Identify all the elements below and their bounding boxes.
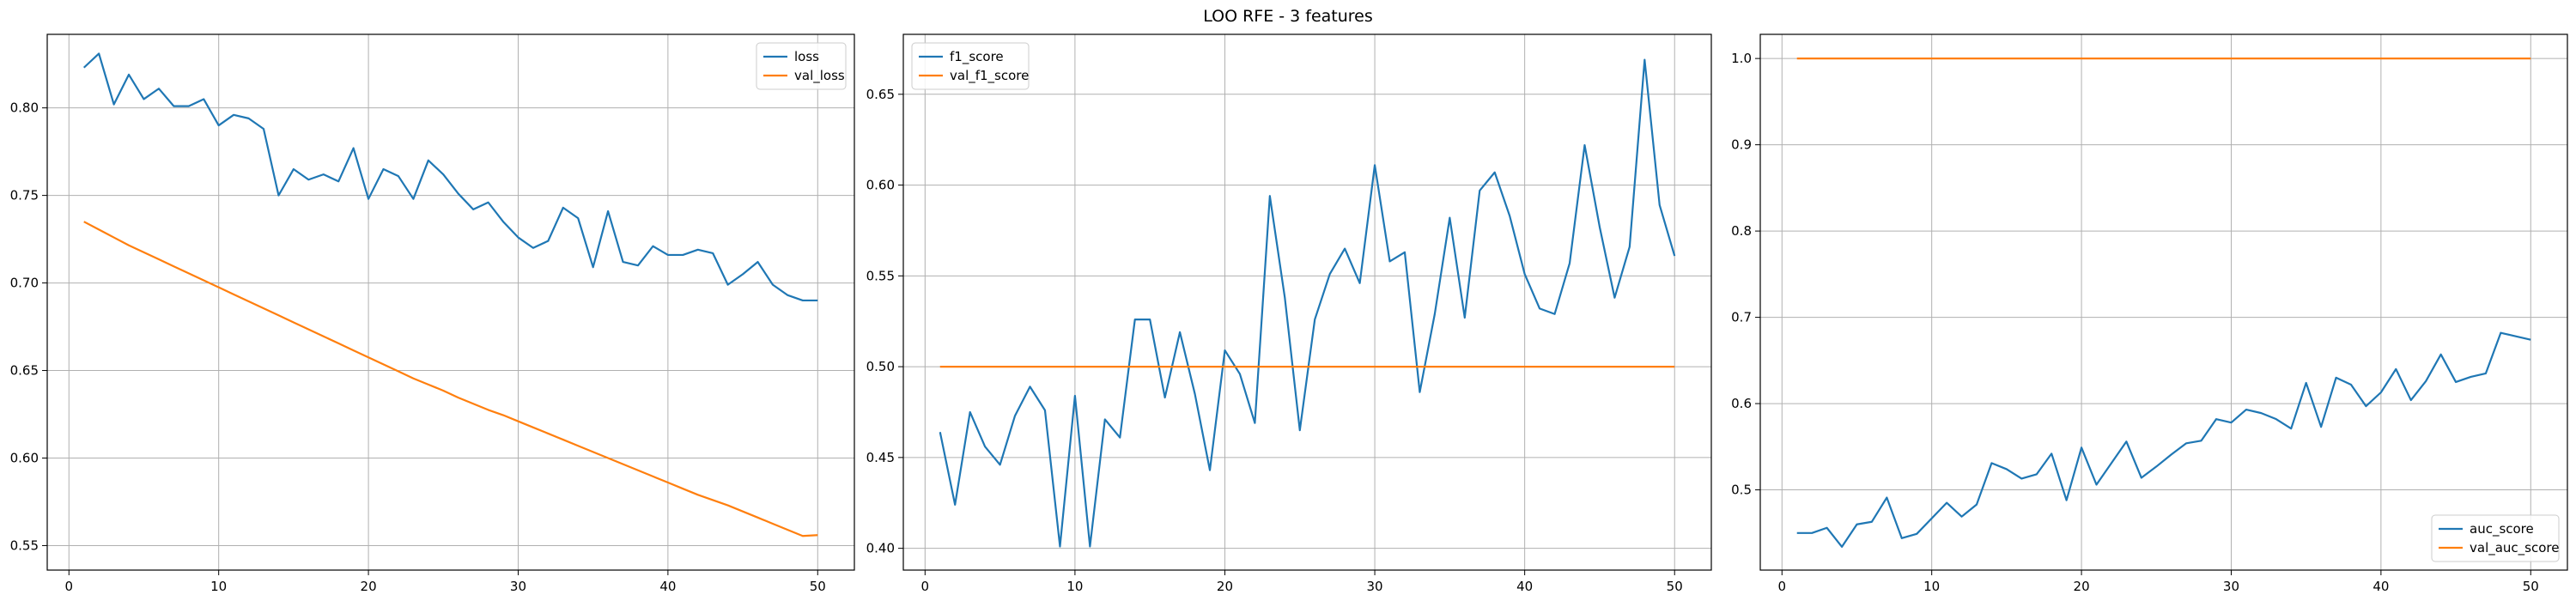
y-tick-label: 0.65 xyxy=(10,363,39,379)
x-tick-label: 30 xyxy=(510,579,526,594)
y-tick-label: 0.75 xyxy=(10,188,39,203)
y-tick-label: 0.40 xyxy=(866,541,895,556)
grid xyxy=(47,34,854,570)
y-tick-label: 1.0 xyxy=(1731,51,1752,66)
y-tick-label: 0.65 xyxy=(866,87,895,102)
x-tick-label: 40 xyxy=(659,579,676,594)
x-tick-label: 50 xyxy=(1667,579,1683,594)
y-tick-label: 0.6 xyxy=(1731,396,1752,411)
x-tick-label: 50 xyxy=(2523,579,2539,594)
x-tick-label: 40 xyxy=(2372,579,2389,594)
y-tick-label: 0.5 xyxy=(1731,483,1752,498)
series-line-loss xyxy=(82,52,818,302)
y-tick-label: 0.45 xyxy=(866,450,895,465)
axes-frame xyxy=(1759,33,2568,571)
legend-label: val_auc_score xyxy=(2470,540,2560,556)
y-tick-label: 0.70 xyxy=(10,276,39,291)
y-tick-label: 0.55 xyxy=(10,537,39,553)
x-tick-label: 10 xyxy=(210,579,227,594)
legend-box xyxy=(911,42,1030,90)
x-tick-label: 50 xyxy=(810,579,826,594)
figure-title: LOO RFE - 3 features xyxy=(1203,7,1373,26)
axes-frame xyxy=(902,33,1712,571)
legend: f1_score val_f1_score xyxy=(911,42,1030,90)
series-line-f1_score xyxy=(939,58,1676,548)
y-tick-label: 0.60 xyxy=(866,178,895,193)
legend-box xyxy=(756,42,847,90)
series-line-val_loss xyxy=(83,221,818,537)
legend: loss val_loss xyxy=(756,42,847,90)
y-tick-label: 0.8 xyxy=(1731,223,1752,239)
y-tick-label: 0.80 xyxy=(10,100,39,116)
x-tick-label: 10 xyxy=(1923,579,1940,594)
y-tick-label: 0.55 xyxy=(866,268,895,283)
x-tick-label: 30 xyxy=(1367,579,1383,594)
series-line-auc_score xyxy=(1796,331,2531,548)
legend-box xyxy=(2431,514,2560,562)
legend-label: f1_score xyxy=(950,49,1004,65)
y-tick-label: 0.60 xyxy=(10,450,39,465)
x-tick-label: 40 xyxy=(1516,579,1533,594)
legend-label: auc_score xyxy=(2470,521,2534,537)
grid xyxy=(1760,34,2567,570)
y-tick-label: 0.50 xyxy=(866,359,895,374)
x-tick-label: 20 xyxy=(1217,579,1233,594)
y-tick-label: 0.7 xyxy=(1731,310,1752,325)
y-tick-label: 0.9 xyxy=(1731,137,1752,153)
legend: auc_score val_auc_score xyxy=(2431,514,2560,562)
legend-label: loss xyxy=(794,49,819,64)
x-tick-label: 30 xyxy=(2223,579,2239,594)
x-tick-label: 0 xyxy=(65,579,74,594)
x-tick-label: 0 xyxy=(1778,579,1787,594)
legend-label: val_loss xyxy=(794,68,845,84)
x-tick-label: 0 xyxy=(921,579,930,594)
legend-label: val_f1_score xyxy=(950,68,1029,84)
x-tick-label: 10 xyxy=(1066,579,1083,594)
axes-frame xyxy=(46,33,855,571)
x-tick-label: 20 xyxy=(2074,579,2090,594)
x-tick-label: 20 xyxy=(361,579,377,594)
